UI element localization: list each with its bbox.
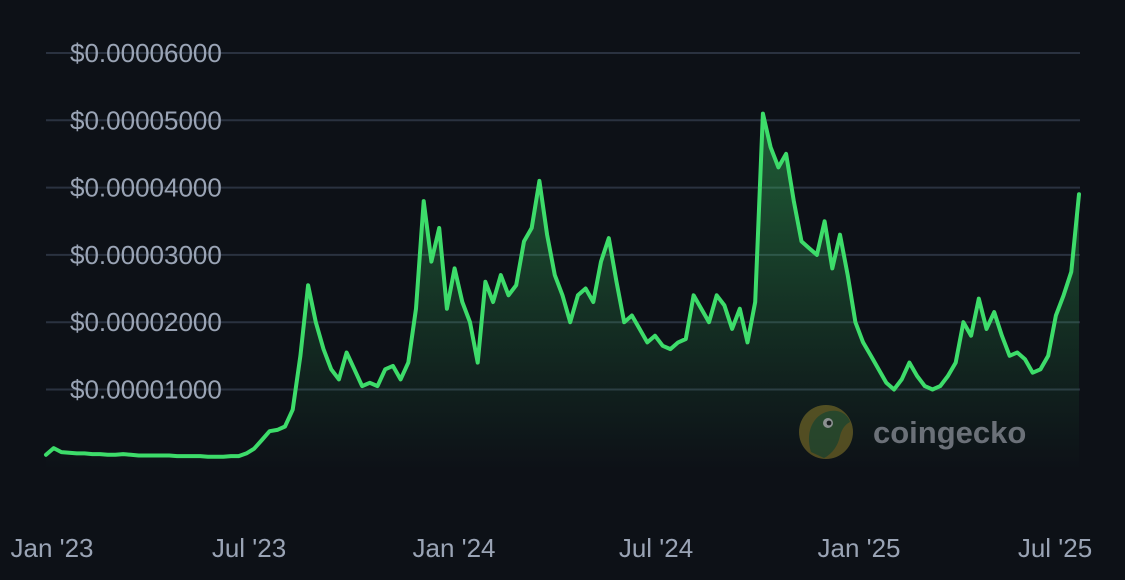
x-tick-label: Jul '24: [619, 533, 693, 563]
x-tick-label: Jan '25: [817, 533, 900, 563]
y-tick-label: $0.00002000: [70, 307, 222, 337]
gecko-logo-icon: [799, 405, 853, 459]
x-tick-label: Jan '23: [10, 533, 93, 563]
watermark-text: coingecko: [873, 415, 1026, 450]
x-tick-label: Jul '25: [1018, 533, 1092, 563]
y-tick-label: $0.00003000: [70, 240, 222, 270]
price-area: [46, 113, 1079, 470]
y-tick-label: $0.00001000: [70, 375, 222, 405]
x-tick-label: Jan '24: [412, 533, 495, 563]
y-axis-tick-labels: $0.00001000 $0.00002000 $0.00003000 $0.0000…: [70, 38, 222, 405]
x-axis-tick-labels: Jan '23 Jul '23 Jan '24 Jul '24 Jan '25 Jul '…: [10, 533, 1092, 563]
price-area-fill: [46, 113, 1079, 470]
price-series-line: [44, 111, 1081, 459]
y-tick-label: $0.00004000: [70, 173, 222, 203]
y-tick-label: $0.00005000: [70, 105, 222, 135]
x-tick-label: Jul '23: [212, 533, 286, 563]
y-tick-label: $0.00006000: [70, 38, 222, 68]
coingecko-watermark: coingecko: [799, 405, 1026, 459]
price-line: [44, 111, 1081, 459]
